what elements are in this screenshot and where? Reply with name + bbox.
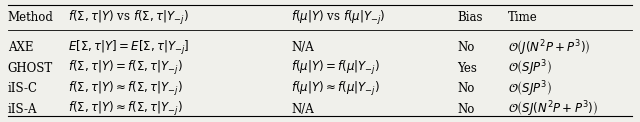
Text: $f(\Sigma, \tau|Y) \approx f(\Sigma, \tau|Y_{-j})$: $f(\Sigma, \tau|Y) \approx f(\Sigma, \ta…: [68, 100, 183, 118]
Text: iIS-C: iIS-C: [8, 82, 38, 95]
Text: No: No: [457, 41, 474, 55]
Text: iIS-A: iIS-A: [8, 103, 37, 116]
Text: AXE: AXE: [8, 41, 33, 55]
Text: Method: Method: [8, 11, 54, 24]
Text: $f(\mu|Y)$ vs $f(\mu|Y_{-j})$: $f(\mu|Y)$ vs $f(\mu|Y_{-j})$: [291, 9, 386, 27]
Text: Yes: Yes: [457, 62, 477, 75]
Text: No: No: [457, 82, 474, 95]
Text: Time: Time: [508, 11, 538, 24]
Text: $\mathcal{O}\left(SJP^3\right)$: $\mathcal{O}\left(SJP^3\right)$: [508, 59, 552, 78]
Text: N/A: N/A: [291, 41, 314, 55]
Text: No: No: [457, 103, 474, 116]
Text: $f(\Sigma, \tau|Y)$ vs $f(\Sigma, \tau|Y_{-j})$: $f(\Sigma, \tau|Y)$ vs $f(\Sigma, \tau|Y…: [68, 9, 189, 27]
Text: $\mathcal{O}\left(J(N^2P + P^3)\right)$: $\mathcal{O}\left(J(N^2P + P^3)\right)$: [508, 38, 590, 58]
Text: $f(\mu|Y) = f(\mu|Y_{-j})$: $f(\mu|Y) = f(\mu|Y_{-j})$: [291, 59, 380, 77]
Text: Bias: Bias: [457, 11, 483, 24]
Text: $E[\Sigma, \tau|Y] = E[\Sigma, \tau|Y_{-j}]$: $E[\Sigma, \tau|Y] = E[\Sigma, \tau|Y_{-…: [68, 39, 190, 57]
Text: $f(\mu|Y) \approx f(\mu|Y_{-j})$: $f(\mu|Y) \approx f(\mu|Y_{-j})$: [291, 80, 380, 98]
Text: $f(\Sigma, \tau|Y) = f(\Sigma, \tau|Y_{-j})$: $f(\Sigma, \tau|Y) = f(\Sigma, \tau|Y_{-…: [68, 59, 183, 77]
Text: $f(\Sigma, \tau|Y) \approx f(\Sigma, \tau|Y_{-j})$: $f(\Sigma, \tau|Y) \approx f(\Sigma, \ta…: [68, 80, 183, 98]
Text: N/A: N/A: [291, 103, 314, 116]
Text: GHOST: GHOST: [8, 62, 53, 75]
Text: $\mathcal{O}\left(SJ(N^2P + P^3)\right)$: $\mathcal{O}\left(SJ(N^2P + P^3)\right)$: [508, 99, 598, 119]
Text: $\mathcal{O}\left(SJP^3\right)$: $\mathcal{O}\left(SJP^3\right)$: [508, 79, 552, 99]
